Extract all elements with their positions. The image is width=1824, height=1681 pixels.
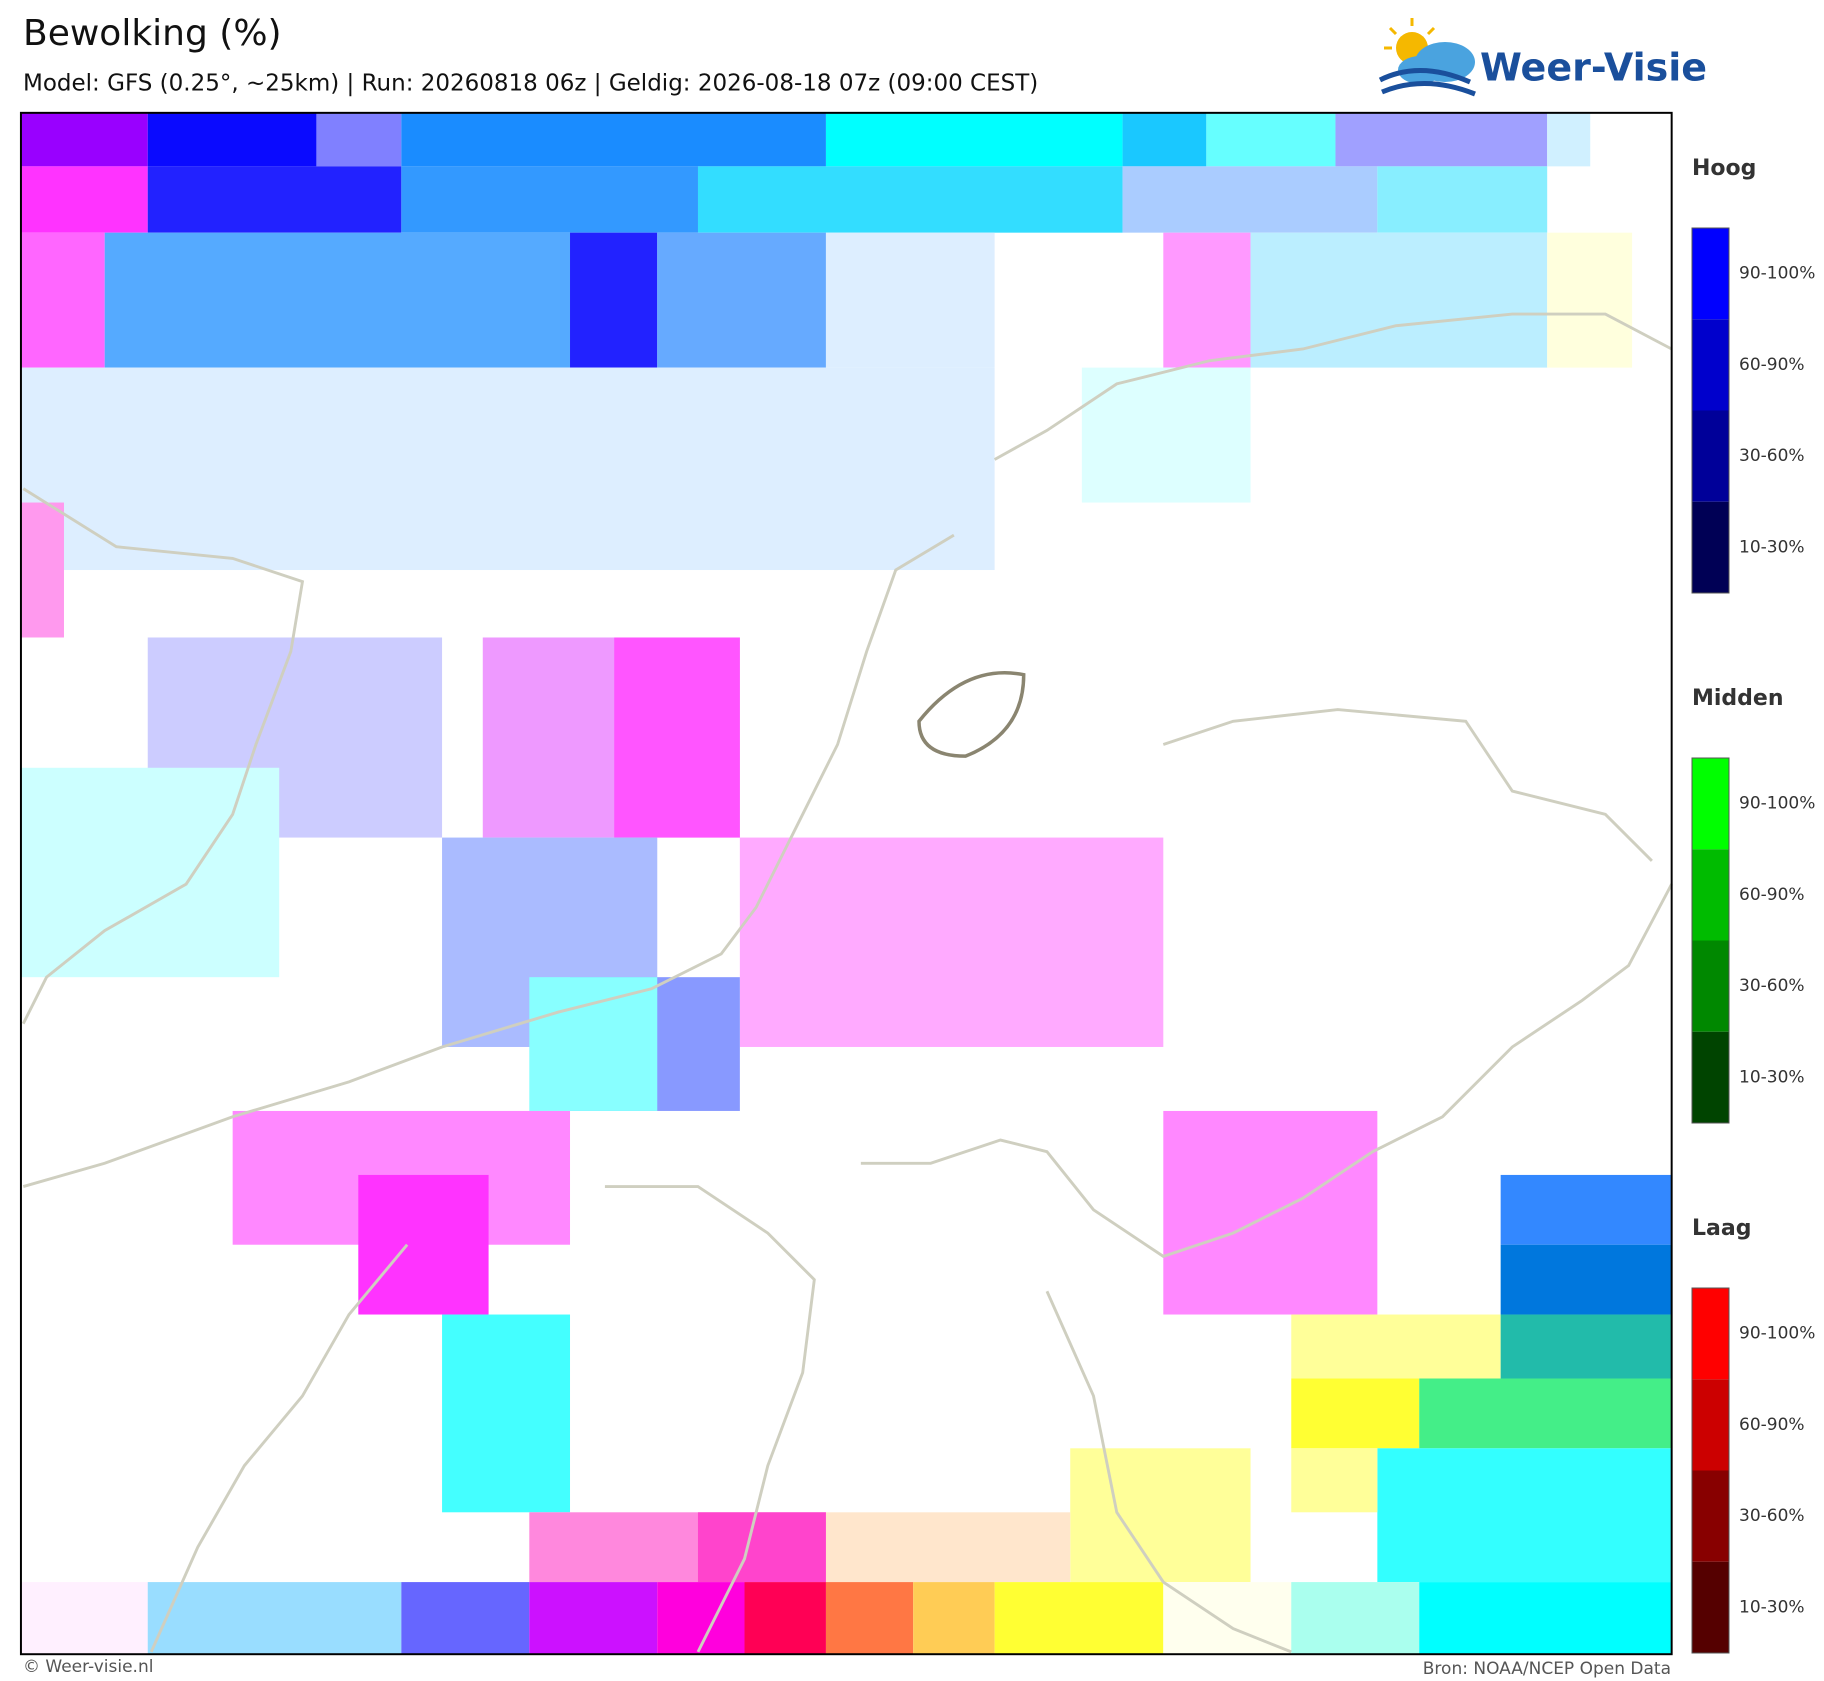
legend-swatch [1692,410,1729,502]
cloud-cell [825,232,995,368]
legend-swatch [1692,1470,1729,1562]
cloud-cell [1547,112,1591,167]
map [19,111,1673,1656]
legend-swatch [1692,319,1729,411]
legend-label: 30-60% [1739,976,1805,996]
cloud-cell [1335,112,1548,167]
cloud-cell [316,112,402,167]
legend-swatch [1692,228,1729,320]
legend-label: 30-60% [1739,446,1805,466]
cloud-cell [614,637,740,838]
legend-label: 60-90% [1739,885,1805,905]
legend-border [1691,227,1730,594]
cloud-cell [1377,1448,1672,1583]
cloud-cell [744,1582,826,1655]
cloud-cell [20,767,280,978]
cloud-cell [739,837,1164,1047]
legend-swatch [1692,1031,1729,1123]
cloud-cell [1500,1244,1672,1315]
legend-swatch [1692,849,1729,941]
cloud-cell [825,1512,1071,1583]
cloud-cell [1163,1110,1378,1315]
cloud-cell [1291,1448,1378,1513]
cloud-cell [401,112,826,167]
cloud-cell [1250,232,1548,368]
cloud-cell [147,112,317,167]
legend-label: 10-30% [1739,537,1805,557]
cloud-cell [20,112,148,167]
legend-label: 60-90% [1739,1415,1805,1435]
legend-label: 90-100% [1739,264,1815,284]
cloud-cell [913,1582,995,1655]
cloud-cell [20,367,995,571]
legend-label: 10-30% [1739,1067,1805,1087]
cloud-cell [697,166,1123,233]
legend-swatch [1692,1561,1729,1653]
cloud-cell [1291,1582,1420,1655]
cloud-cell [994,1582,1164,1655]
legend-label: 60-90% [1739,355,1805,375]
legend-swatch [1692,940,1729,1032]
cloud-cell [1419,1378,1672,1449]
subtitle: Model: GFS (0.25°, ~25km) | Run: 2026081… [23,71,1038,97]
cloud-cell [1122,112,1207,167]
cloud-cell [529,1582,658,1655]
cloud-cell [570,232,658,368]
cloud-cell [825,1582,914,1655]
cloud-cell [1291,1314,1501,1379]
legend-swatch [1692,1379,1729,1471]
legend: Hoog 90-100% 60-90% 30-60% 10-30% Midden 90-10… [1691,156,1815,1654]
cloud-cell [1070,1448,1251,1583]
legend-label: 10-30% [1739,1597,1805,1617]
legend-swatch [1692,1288,1729,1380]
cloud-cell [1163,232,1251,368]
cloud-cell [1291,1378,1420,1449]
legend-label: 90-100% [1739,1324,1815,1344]
cloud-cell [657,232,826,368]
legend-swatch [1692,758,1729,850]
cloud-cell [1419,1582,1672,1655]
cloud-cell [657,1582,745,1655]
footer-left: © Weer-visie.nl [23,1657,153,1677]
cloud-cell [1206,112,1336,167]
logo: Weer-Visie [1378,18,1707,97]
cloud-cell [1500,1314,1672,1379]
legend-label: 90-100% [1739,794,1815,814]
cloud-cell [104,232,571,368]
legend-swatch [1692,501,1729,593]
legend-title: Midden [1692,686,1784,711]
footer-right: Bron: NOAA/NCEP Open Data [1423,1659,1671,1679]
cloud-cell [1081,367,1251,503]
title: Bewolking (%) [23,13,282,54]
legend-border [1691,757,1730,1124]
cloud-cell [147,166,402,233]
cloud-cell [358,1174,489,1315]
logo-text: Weer-Visie [1480,46,1707,90]
cloud-cell [147,1582,402,1655]
cloud-cell [1122,166,1378,233]
legend-title: Hoog [1692,156,1756,181]
cloud-cell [442,1314,571,1513]
legend-title: Laag [1692,1216,1751,1241]
cloud-cell [20,232,105,368]
cloud-cell [825,112,1123,167]
cloud-cell [20,166,148,233]
cloud-cell [1547,232,1633,368]
cloud-cell [20,1582,148,1655]
cloud-cell [401,1582,530,1655]
cloud-cell [1500,1174,1672,1245]
cloud-cell [20,502,64,638]
cloud-cell [697,1512,826,1583]
cloud-cell [401,166,698,233]
legend-label: 30-60% [1739,1506,1805,1526]
cloud-cell [529,977,658,1111]
cloud-cell [1377,166,1548,233]
legend-border [1691,1287,1730,1654]
